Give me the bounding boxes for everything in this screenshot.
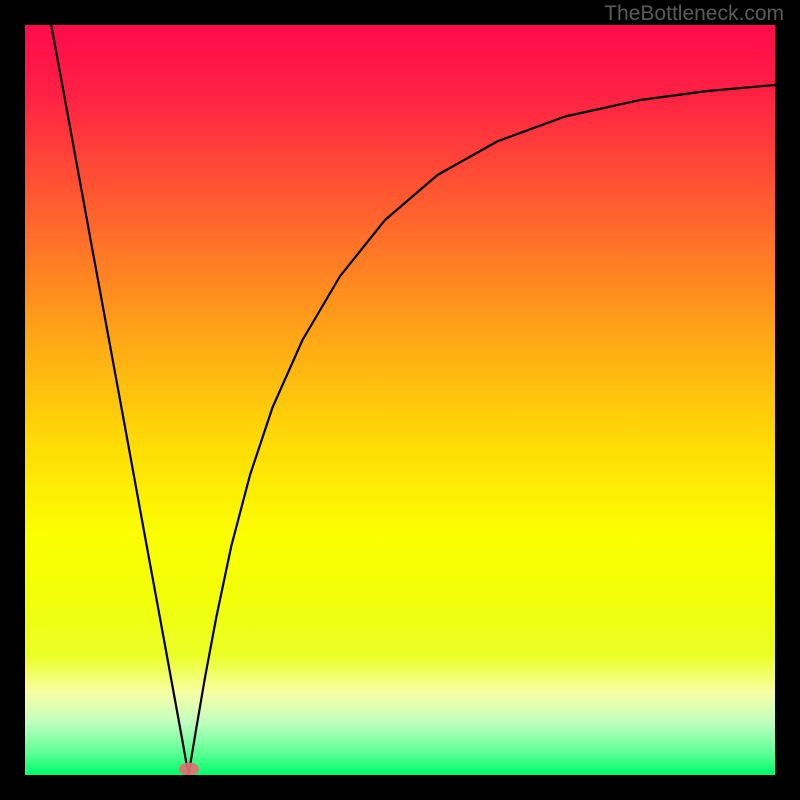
bottleneck-curve	[51, 25, 775, 775]
curve-layer	[25, 25, 775, 775]
vertex-marker	[179, 763, 199, 776]
outer-frame	[0, 0, 800, 800]
plot-area	[25, 25, 775, 775]
watermark-text: TheBottleneck.com	[604, 2, 784, 26]
